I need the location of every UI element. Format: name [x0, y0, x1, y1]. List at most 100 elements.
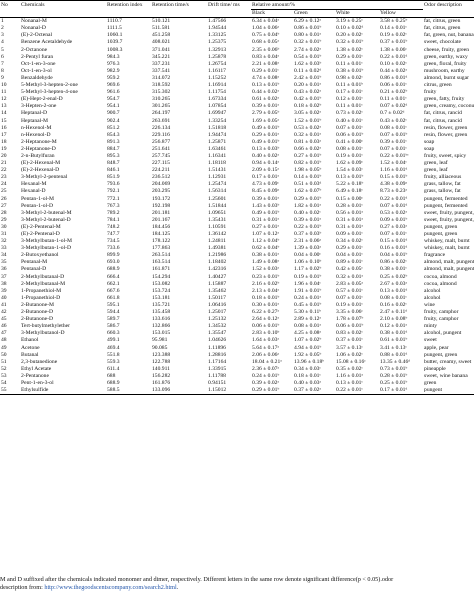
retention-time: 510.121 — [152, 18, 171, 25]
chemical-name: Oct-1-en-3-one — [21, 60, 56, 67]
odor-description: resin, flower, green — [424, 124, 468, 131]
green-amount: 0.39 ± 0.01ᵃ — [294, 216, 321, 223]
yellow-amount: 3.41 ± 0.13ᶜ — [380, 344, 407, 351]
chemical-name: 3-Methylbutan-1-ol-M — [21, 238, 72, 245]
yellow-amount: 0.25 ± 0.02ᵇ — [380, 273, 408, 280]
black-amount: 2.09 ± 0.15ᵃ — [252, 167, 279, 174]
white-amount: 3.35 ± 0.06ᶜ — [336, 309, 363, 316]
white-amount: 0.09 ± 0.01ᶜ — [336, 231, 363, 237]
white-amount: 15.08 ± 0.16ᶜ — [336, 358, 366, 365]
white-amount: 0.29 ± 0.01ᶜ — [336, 245, 363, 252]
retention-index: 851.2 — [107, 124, 120, 131]
drift-time: 1.32913 — [208, 46, 227, 53]
chemical-name: 3-Methyl-2-butenal-D — [21, 216, 71, 223]
green-amount: 0.43 ± 0.02ᵃ — [294, 89, 321, 96]
chemical-name: Ethyl Acetate — [21, 365, 52, 372]
drift-time: 1.09651 — [208, 209, 227, 216]
green-amount: 0.18 ± 0.02ᵇ — [294, 103, 322, 110]
retention-index: 793.6 — [107, 181, 120, 188]
drift-time: 1.42316 — [208, 266, 227, 273]
drift-time: 1.12931 — [208, 174, 227, 181]
odor-description: grass, tallow, fat — [424, 188, 461, 195]
table-row: 49 Acetone 469.4 90.085 1.11896 5.64 ± 0.17ᵃ 4… — [0, 345, 474, 352]
odor-description: green, leaf — [424, 160, 448, 167]
odor-description: fruity, camphor — [424, 309, 459, 316]
row-no: 37 — [1, 273, 7, 280]
odor-description: soap — [424, 138, 435, 145]
yellow-amount: 0.22 ± 0.01ᵇᶜ — [380, 152, 409, 159]
green-amount: 0.04 ± 0.00ᶜ — [294, 252, 321, 259]
drift-time: 1.25601 — [208, 195, 227, 202]
yellow-amount: 0.16 ± 0.01ᵈ — [380, 245, 408, 252]
table-row: 6 2-Pentyl furan 984.3 345.221 1.25878 0.83 ±… — [0, 54, 474, 61]
chemical-name: 2-Heptanone-M — [21, 138, 57, 145]
white-amount: 0.41 ± 0.00ᶜ — [336, 138, 363, 145]
row-no: 1 — [1, 18, 4, 25]
drift-time: 1.51844 — [208, 202, 227, 209]
row-no: 49 — [1, 344, 7, 351]
retention-index: 660.3 — [107, 330, 120, 337]
yellow-amount: 1.52 ± 0.04ᶜ — [380, 160, 407, 167]
drift-time: 1.34532 — [208, 323, 227, 330]
drift-time: 0.94151 — [208, 379, 227, 386]
black-amount: 0.30 ± 0.01ᵃ — [252, 301, 279, 308]
chemical-name: Hexanal-M — [21, 181, 47, 188]
header-yellow: Yellow — [379, 9, 424, 19]
black-amount: 0.75 ± 0.04ᵇ — [252, 32, 280, 39]
chemical-name: 2-n-Butylfuran — [21, 152, 55, 159]
retention-time: 95.981 — [152, 337, 168, 344]
retention-index: 588.5 — [106, 387, 151, 396]
black-amount: 18.04 ± 0.21ᵃ — [252, 358, 282, 365]
row-no: 54 — [1, 379, 7, 386]
retention-time: 153.015 — [152, 330, 171, 337]
green-amount: 0.32 ± 0.01ᵇ — [294, 39, 322, 46]
odor-description: resin, flower, green — [424, 131, 468, 138]
green-amount: 0.54 ± 0.01ᵇ — [294, 53, 322, 60]
row-no: 2 — [1, 25, 4, 32]
footnote-link[interactable]: http://www.thegoodscentscompany.com/sear… — [44, 584, 177, 591]
green-amount: 0.24 ± 0.01ᵃ — [294, 294, 321, 301]
green-amount: 1.06 ± 0.10ᵇ — [294, 259, 322, 266]
white-amount: 0.17 ± 0.01ᶜ — [336, 89, 363, 96]
black-amount: 4.73 ± 0.09ᶜ — [252, 181, 279, 188]
table-row: 51 2,3-butanedione 559.3 122.788 1.17164 18.0… — [0, 359, 474, 366]
retention-index: 551.8 — [107, 351, 120, 358]
black-amount: 0.24 ± 0.01ᵇ — [252, 372, 280, 379]
white-amount: 0.38 ± 0.01ᵇ — [336, 67, 364, 74]
table-row: 24 Hexanal-M 793.6 204.069 1.25474 4.73 ± 0.0… — [0, 181, 474, 188]
white-amount: 0.42 ± 0.05ᶜ — [336, 266, 363, 273]
table-row: 5 2-Octanone 1008.3 371.041 1.32913 2.35 ± 0.… — [0, 47, 474, 54]
retention-time: 140.911 — [152, 365, 170, 372]
odor-description: sweet, fruity, pungent, nut — [424, 209, 474, 216]
retention-index: 688.9 — [107, 266, 120, 273]
table-row: 55 Ethylsulfide 588.5 133.096 1.15012 0.29 ± … — [0, 387, 474, 396]
retention-time: 133.096 — [151, 387, 207, 396]
retention-index: 846.1 — [107, 167, 120, 174]
chemical-name: Pentanal-D — [21, 266, 47, 273]
odor-description: green — [424, 379, 437, 386]
retention-index: 748.2 — [107, 223, 120, 230]
header-green: Green — [293, 9, 335, 19]
yellow-amount: 0.28 ± 0.01ᵇ — [380, 372, 408, 379]
green-amount: 0.66 ± 0.02ᵃ — [294, 145, 321, 152]
drift-time: 1.67334 — [208, 96, 227, 103]
retention-index: 1008.3 — [107, 46, 123, 53]
chemical-name: (E)-2-Pentenal-M — [21, 223, 61, 230]
row-no: 13 — [1, 103, 7, 110]
retention-time: 90.085 — [152, 344, 168, 351]
odor-description: almond, burnt sugar — [424, 74, 469, 81]
black-amount: 0.61 ± 0.02ᵃ — [252, 96, 279, 103]
yellow-amount: 0.19 ± 0.02ᶜ — [380, 32, 407, 39]
white-amount: 0.57 ± 0.01ᶜ — [336, 287, 363, 294]
table-row: 52 Ethyl Acetate 611.4 140.911 1.33915 2.36 ±… — [0, 366, 474, 373]
row-no: 16 — [1, 124, 7, 131]
white-amount: 0.11 ± 0.01ᵇ — [336, 82, 363, 89]
black-amount: 6.34 ± 0.04ᵃ — [252, 18, 279, 25]
drift-time: 1.63461 — [208, 145, 227, 152]
yellow-amount: 0.14 ± 0.01ᶜ — [380, 25, 407, 32]
green-amount: 0.81 ± 0.03ᵃ — [294, 138, 321, 145]
black-amount: 2.79 ± 0.05ᵇ — [252, 110, 280, 117]
green-amount: 0.53 ± 0.02ᵃ — [294, 124, 321, 131]
yellow-amount: 0.27 ± 0.03ᵃ — [380, 223, 407, 230]
table-row: 45 2-Butanone-D 589.7 133.616 1.25132 2.64 ± … — [0, 316, 474, 323]
